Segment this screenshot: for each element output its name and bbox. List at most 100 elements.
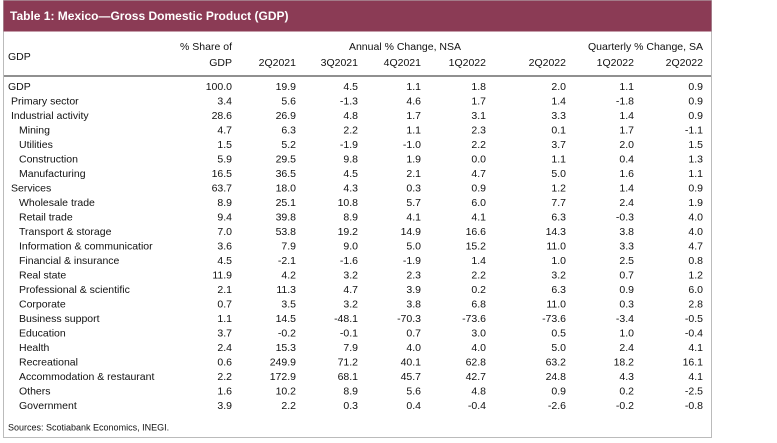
cell-value: 1.1	[217, 313, 232, 325]
cell-value: 63.2	[546, 356, 567, 368]
cell-value: 3.2	[343, 298, 358, 310]
cell-value: -0.4	[468, 400, 486, 412]
cell-value: 0.3	[343, 400, 358, 412]
cell-value: -0.8	[685, 400, 703, 412]
cell-value: 68.1	[338, 371, 359, 383]
cell-value: 4.6	[406, 95, 421, 107]
row-label: Professional & scientific	[19, 284, 130, 296]
cell-value: 18.2	[614, 356, 635, 368]
cell-value: 1.1	[551, 153, 566, 165]
row-label: Others	[19, 385, 51, 397]
cell-value: 10.8	[338, 197, 359, 209]
cell-value: 1.7	[406, 110, 421, 122]
cell-value: -1.1	[685, 124, 703, 136]
cell-value: 2.0	[551, 81, 566, 93]
cell-value: -0.1	[340, 327, 358, 339]
row-label: Business support	[19, 313, 100, 325]
cell-value: 40.1	[401, 356, 422, 368]
cell-value: 26.9	[276, 110, 297, 122]
cell-value: 8.9	[343, 385, 358, 397]
cell-value: 3.1	[471, 110, 486, 122]
cell-value: 6.0	[688, 284, 703, 296]
cell-value: 1.2	[688, 269, 703, 281]
row-label: Construction	[19, 153, 78, 165]
cell-value: 29.5	[276, 153, 297, 165]
cell-value: 3.2	[551, 269, 566, 281]
cell-value: 62.8	[466, 356, 487, 368]
cell-value: 2.4	[217, 342, 232, 354]
cell-value: -1.0	[403, 139, 421, 151]
cell-value: 2.0	[619, 139, 634, 151]
cell-value: -1.9	[403, 255, 421, 267]
cell-value: 3.3	[619, 240, 634, 252]
cell-value: 1.4	[551, 95, 566, 107]
cell-value: 16.5	[212, 168, 233, 180]
cell-value: 1.5	[217, 139, 232, 151]
cell-value: 6.3	[281, 124, 296, 136]
column-header: 3Q2021	[321, 57, 359, 69]
group-header: Quarterly % Change, SA	[588, 41, 703, 53]
cell-value: 2.2	[471, 139, 486, 151]
cell-value: 4.8	[471, 385, 486, 397]
row-label: Corporate	[19, 298, 66, 310]
cell-value: 2.3	[406, 269, 421, 281]
cell-value: -1.9	[340, 139, 358, 151]
cell-value: -2.1	[278, 255, 296, 267]
cell-value: 7.7	[551, 197, 566, 209]
cell-value: 9.8	[343, 153, 358, 165]
cell-value: 15.2	[466, 240, 487, 252]
cell-value: 1.4	[471, 255, 486, 267]
cell-value: 4.0	[688, 211, 703, 223]
cell-value: 4.8	[343, 110, 358, 122]
cell-value: 53.8	[276, 226, 297, 238]
cell-value: 5.6	[281, 95, 296, 107]
cell-value: 1.6	[217, 385, 232, 397]
cell-value: 11.0	[546, 298, 566, 310]
cell-value: 9.0	[343, 240, 358, 252]
cell-value: 16.6	[466, 226, 487, 238]
row-label: Utilities	[19, 139, 53, 151]
cell-value: 4.3	[343, 182, 358, 194]
cell-value: 63.7	[212, 182, 233, 194]
cell-value: 42.7	[466, 371, 487, 383]
cell-value: 16.1	[683, 356, 704, 368]
cell-value: 1.1	[406, 81, 421, 93]
cell-value: 2.8	[688, 298, 703, 310]
cell-value: 7.0	[217, 226, 232, 238]
cell-value: 0.6	[217, 356, 232, 368]
cell-value: -0.2	[278, 327, 296, 339]
cell-value: 0.4	[406, 400, 421, 412]
row-label: Real state	[19, 269, 66, 281]
cell-value: 4.0	[471, 342, 486, 354]
cell-value: 19.9	[276, 81, 297, 93]
row-label: Government	[19, 400, 77, 412]
row-label: Transport & storage	[19, 226, 112, 238]
row-label: Primary sector	[11, 95, 79, 107]
cell-value: 0.3	[619, 298, 634, 310]
row-label: Recreational	[19, 356, 78, 368]
cell-value: 3.8	[619, 226, 634, 238]
cell-value: 1.8	[471, 81, 486, 93]
row-label: GDP	[8, 81, 31, 93]
cell-value: 1.1	[619, 81, 634, 93]
table-frame	[3, 0, 712, 438]
cell-value: 11.9	[212, 269, 232, 281]
cell-value: 4.7	[217, 124, 232, 136]
cell-value: -73.6	[462, 313, 486, 325]
cell-value: 1.4	[619, 110, 634, 122]
cell-value: 4.7	[688, 240, 703, 252]
cell-value: 3.6	[217, 240, 232, 252]
cell-value: 6.0	[471, 197, 486, 209]
cell-value: 0.9	[688, 95, 703, 107]
source-note: Sources: Scotiabank Economics, INEGI.	[8, 422, 169, 432]
cell-value: 8.9	[343, 211, 358, 223]
cell-value: 1.9	[406, 153, 421, 165]
row-label: Education	[19, 327, 66, 339]
cell-value: 4.1	[688, 342, 703, 354]
row-label: Retail trade	[19, 211, 73, 223]
cell-value: 0.8	[688, 255, 703, 267]
cell-value: 1.0	[551, 255, 566, 267]
cell-value: 4.7	[471, 168, 486, 180]
column-header: 2Q2022	[529, 57, 567, 69]
